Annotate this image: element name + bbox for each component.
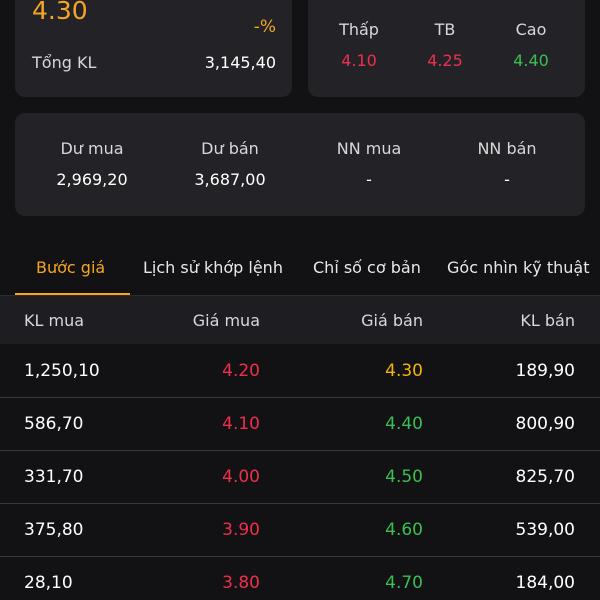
order-volume-card: Dư mua 2,969,20 Dư bán 3,687,00 NN mua -… [15, 113, 585, 216]
avg-value: 4.25 [427, 51, 463, 70]
sell-volume-cell: 184,00 [515, 573, 575, 593]
order-book-row: 28,10 3.80 4.70 184,00 [0, 557, 600, 600]
high-column: Cao 4.40 [486, 20, 576, 70]
buy-volume-cell: 28,10 [24, 573, 73, 593]
foreign-sell-column: NN bán - [437, 139, 577, 189]
foreign-buy-label: NN mua [336, 139, 402, 158]
sell-price-cell[interactable]: 4.50 [385, 467, 423, 487]
sell-price-cell[interactable]: 4.40 [385, 414, 423, 434]
buy-price-cell[interactable]: 4.00 [222, 467, 260, 487]
order-book-row: 1,250,10 4.20 4.30 189,90 [0, 345, 600, 398]
tab-technical-view[interactable]: Góc nhìn kỹ thuật [447, 258, 590, 277]
total-volume-label: Tổng KL [32, 53, 97, 72]
buy-remaining-column: Dư mua 2,969,20 [22, 139, 162, 189]
sell-price-cell[interactable]: 4.30 [385, 361, 423, 381]
high-value: 4.40 [513, 51, 549, 70]
header-buy-volume: KL mua [24, 311, 85, 330]
sell-remaining-value: 3,687,00 [194, 170, 266, 189]
order-book-row: 586,70 4.10 4.40 800,90 [0, 398, 600, 451]
current-price: 4.30 [32, 0, 88, 25]
tabs-divider [0, 295, 600, 296]
buy-price-cell[interactable]: 3.80 [222, 573, 260, 593]
buy-remaining-label: Dư mua [60, 139, 124, 158]
change-percent: -% [253, 17, 276, 37]
buy-volume-cell: 375,80 [24, 520, 84, 540]
buy-volume-cell: 1,250,10 [24, 361, 100, 381]
sell-volume-cell: 539,00 [515, 520, 575, 540]
detail-tabs: Bước giá Lịch sử khớp lệnh Chỉ số cơ bản… [0, 245, 600, 295]
low-value: 4.10 [341, 51, 377, 70]
buy-price-cell[interactable]: 3.90 [222, 520, 260, 540]
buy-price-cell[interactable]: 4.20 [222, 361, 260, 381]
foreign-sell-label: NN bán [477, 139, 537, 158]
header-sell-volume: KL bán [520, 311, 575, 330]
sell-remaining-label: Dư bán [201, 139, 259, 158]
tab-match-history[interactable]: Lịch sử khớp lệnh [143, 258, 283, 277]
buy-volume-cell: 331,70 [24, 467, 84, 487]
sell-volume-cell: 189,90 [515, 361, 575, 381]
high-label: Cao [515, 20, 547, 39]
avg-column: TB 4.25 [400, 20, 490, 70]
buy-price-cell[interactable]: 4.10 [222, 414, 260, 434]
header-buy-price: Giá mua [192, 311, 260, 330]
order-book-row: 331,70 4.00 4.50 825,70 [0, 451, 600, 504]
low-label: Thấp [339, 20, 379, 39]
tab-price-steps[interactable]: Bước giá [36, 258, 106, 277]
foreign-sell-value: - [504, 170, 510, 189]
order-book-header: KL mua Giá mua Giá bán KL bán [0, 296, 600, 344]
price-summary-card: 4.30 -% Tổng KL 3,145,40 [15, 0, 292, 97]
sell-volume-cell: 800,90 [515, 414, 575, 434]
buy-volume-cell: 586,70 [24, 414, 84, 434]
sell-volume-cell: 825,70 [515, 467, 575, 487]
total-volume-value: 3,145,40 [204, 53, 276, 72]
header-sell-price: Giá bán [361, 311, 423, 330]
price-range-card: Thấp 4.10 TB 4.25 Cao 4.40 [308, 0, 585, 97]
tab-fundamentals[interactable]: Chỉ số cơ bản [313, 258, 421, 277]
buy-remaining-value: 2,969,20 [56, 170, 128, 189]
sell-price-cell[interactable]: 4.70 [385, 573, 423, 593]
foreign-buy-column: NN mua - [299, 139, 439, 189]
foreign-buy-value: - [366, 170, 372, 189]
active-tab-indicator [15, 293, 130, 295]
sell-price-cell[interactable]: 4.60 [385, 520, 423, 540]
low-column: Thấp 4.10 [314, 20, 404, 70]
sell-remaining-column: Dư bán 3,687,00 [160, 139, 300, 189]
order-book-row: 375,80 3.90 4.60 539,00 [0, 504, 600, 557]
avg-label: TB [434, 20, 456, 39]
